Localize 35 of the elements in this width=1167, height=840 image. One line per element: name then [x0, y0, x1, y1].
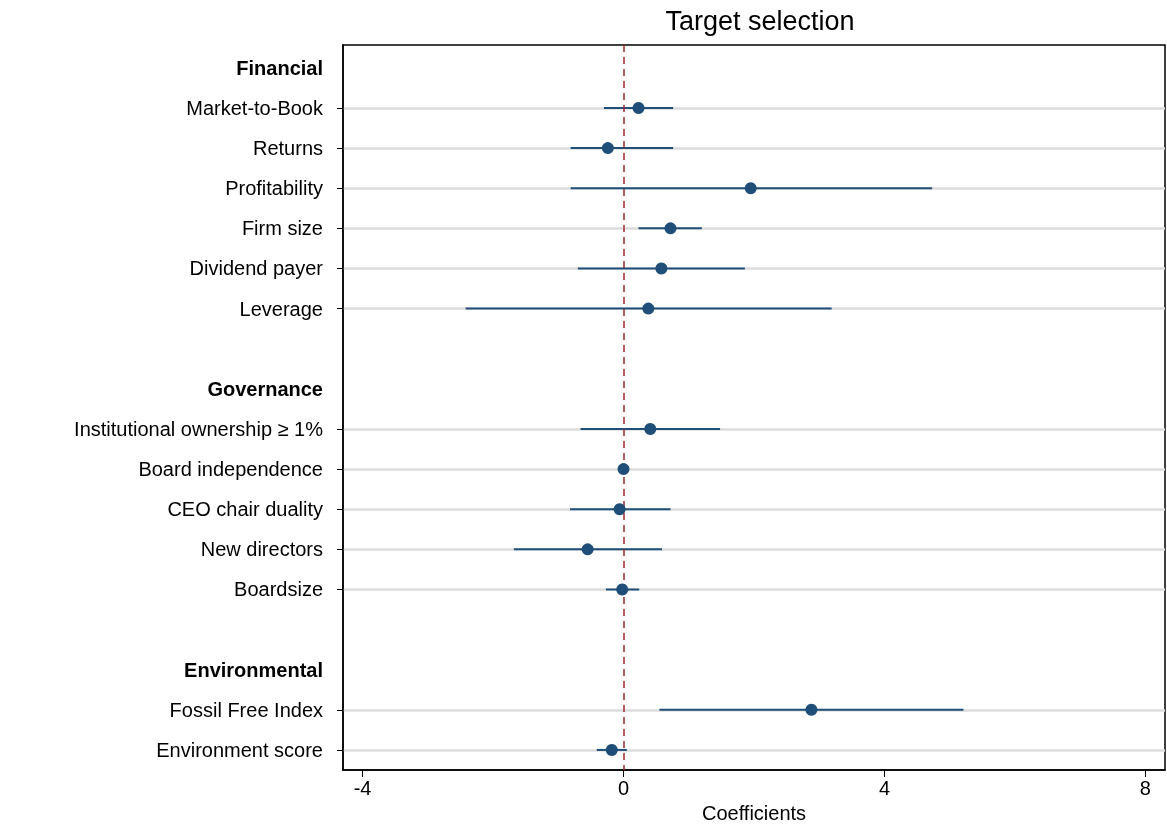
- y-tick-label: Environmental: [184, 658, 323, 681]
- point: [605, 743, 618, 756]
- y-tick-label: New directors: [200, 538, 323, 561]
- x-tick-label: -4: [353, 777, 372, 799]
- point: [644, 422, 657, 435]
- x-tick-label: 0: [617, 777, 630, 799]
- y-tick-label: Returns: [252, 137, 323, 160]
- point: [581, 543, 594, 556]
- y-tick-label: Profitability: [225, 177, 323, 200]
- y-tick-label: Leverage: [239, 297, 323, 320]
- point: [642, 302, 655, 315]
- x-tick-label: 4: [878, 777, 891, 799]
- y-tick-label: Market-to-Book: [186, 96, 324, 119]
- x-tick-label: 8: [1139, 777, 1151, 799]
- y-tick-label: Financial: [236, 56, 323, 79]
- point: [613, 503, 626, 516]
- point: [655, 262, 668, 275]
- y-tick-label: Firm size: [241, 217, 323, 240]
- point: [616, 583, 629, 596]
- y-tick-label: CEO chair duality: [167, 498, 323, 521]
- y-tick-label: Fossil Free Index: [169, 698, 323, 721]
- y-tick-label: Board independence: [138, 458, 323, 481]
- y-tick-label: Governance: [207, 377, 323, 400]
- y-tick-label: Environment score: [156, 738, 323, 761]
- point: [601, 142, 614, 155]
- x-axis-title: Coefficients: [701, 801, 807, 824]
- y-tick-label: Institutional ownership ≥ 1%: [74, 417, 324, 440]
- chart-title: Target selection: [665, 5, 855, 36]
- y-tick-label: Boardsize: [234, 578, 323, 601]
- point: [744, 182, 757, 195]
- point: [617, 463, 630, 476]
- point: [664, 222, 677, 235]
- point: [805, 703, 818, 716]
- point: [632, 101, 645, 114]
- y-tick-label: Dividend payer: [189, 257, 324, 280]
